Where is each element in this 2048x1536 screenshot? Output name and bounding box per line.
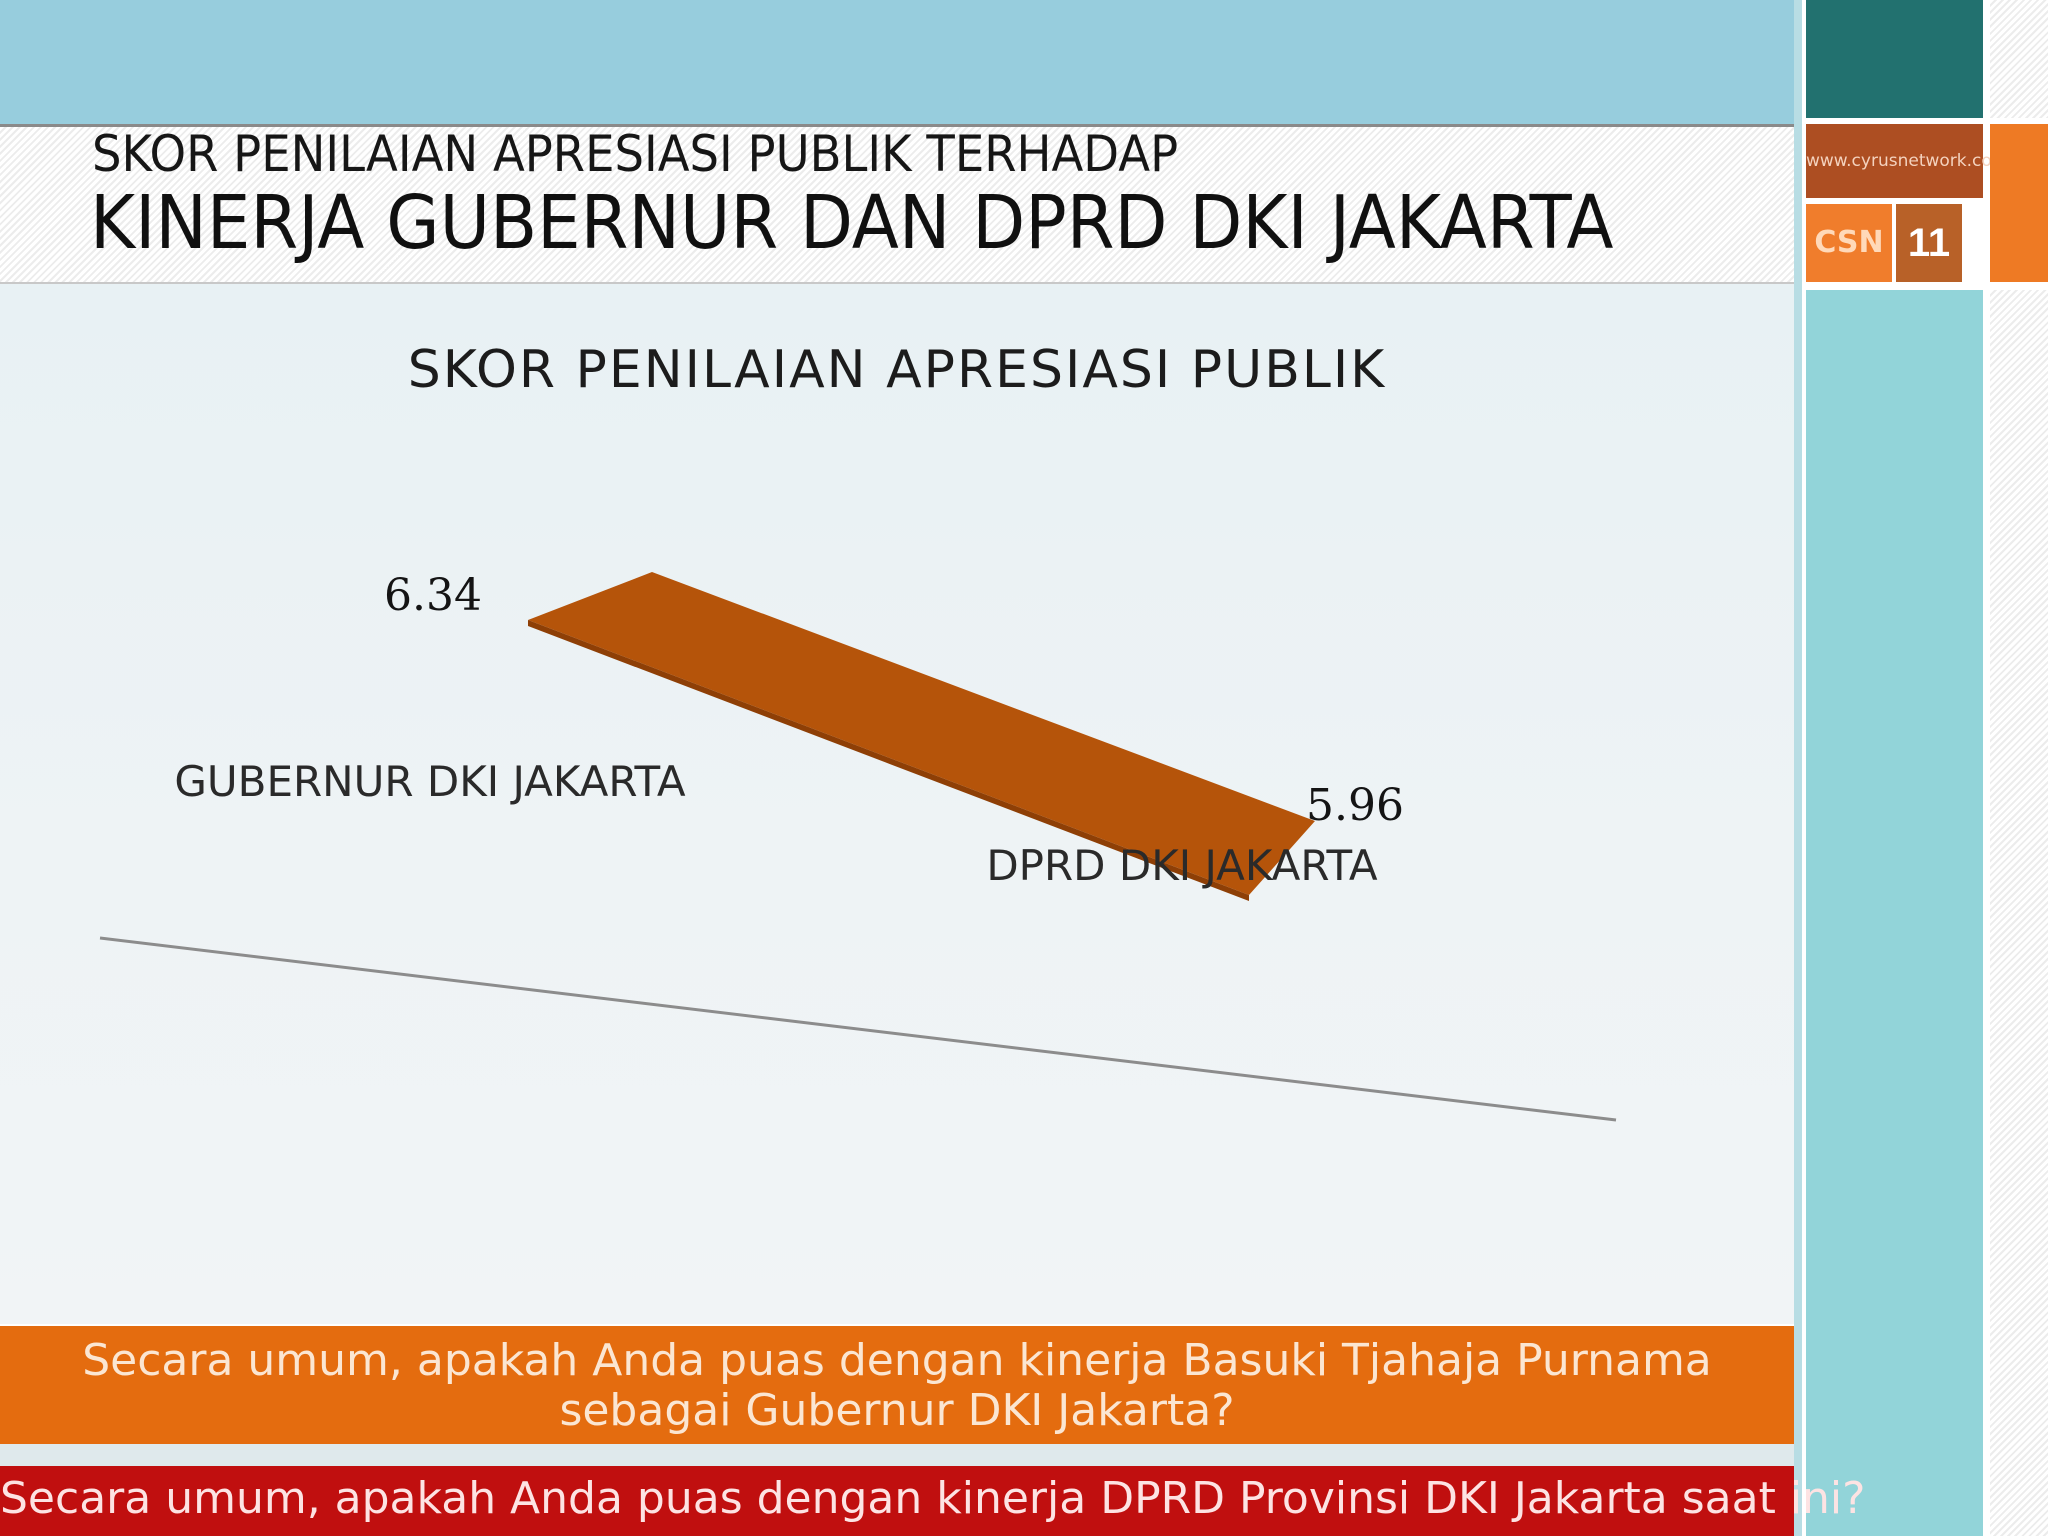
sidebar-teal-block [1806, 0, 1983, 118]
x-axis-line [99, 936, 1617, 1122]
chart-plot: 6.34 5.96 GUBERNUR DKI JAKARTA DPRD DKI JAK… [99, 570, 1617, 1122]
series-line-ribbon-edge [528, 620, 1249, 901]
slide-title-line2: KINERJA GUBERNUR DAN DPRD DKI JAKARTA [90, 180, 1614, 266]
chart-title: SKOR PENILAIAN APRESIASI PUBLIK [407, 340, 1387, 400]
sidebar-body [1806, 290, 1983, 1536]
top-band [0, 0, 1794, 127]
category-label: DPRD DKI JAKARTA [986, 841, 1378, 890]
sidebar-rail [1794, 0, 1802, 1536]
sidebar-stripe-top [1990, 0, 2048, 118]
csn-logo: CSN [1806, 204, 1892, 282]
chart-area [0, 284, 1794, 1324]
data-label: 6.34 [384, 570, 482, 621]
question-dprd: Secara umum, apakah Anda puas dengan kin… [0, 1466, 1866, 1536]
question-divider [0, 1444, 1794, 1466]
sidebar-stripe [1990, 290, 2048, 1536]
series-line-ribbon [528, 572, 1315, 895]
slide-title-line1: SKOR PENILAIAN APRESIASI PUBLIK TERHADAP [92, 125, 1179, 183]
category-label: GUBERNUR DKI JAKARTA [174, 757, 686, 806]
title-band [0, 127, 1794, 284]
sidebar-accent [1990, 124, 2048, 282]
question-gubernur: Secara umum, apakah Anda puas dengan kin… [0, 1326, 1794, 1444]
sidebar-url: www.cyrusnetwork.co [1806, 124, 1992, 198]
data-label: 5.96 [1306, 780, 1404, 831]
page-number: 11 [1896, 204, 1962, 282]
